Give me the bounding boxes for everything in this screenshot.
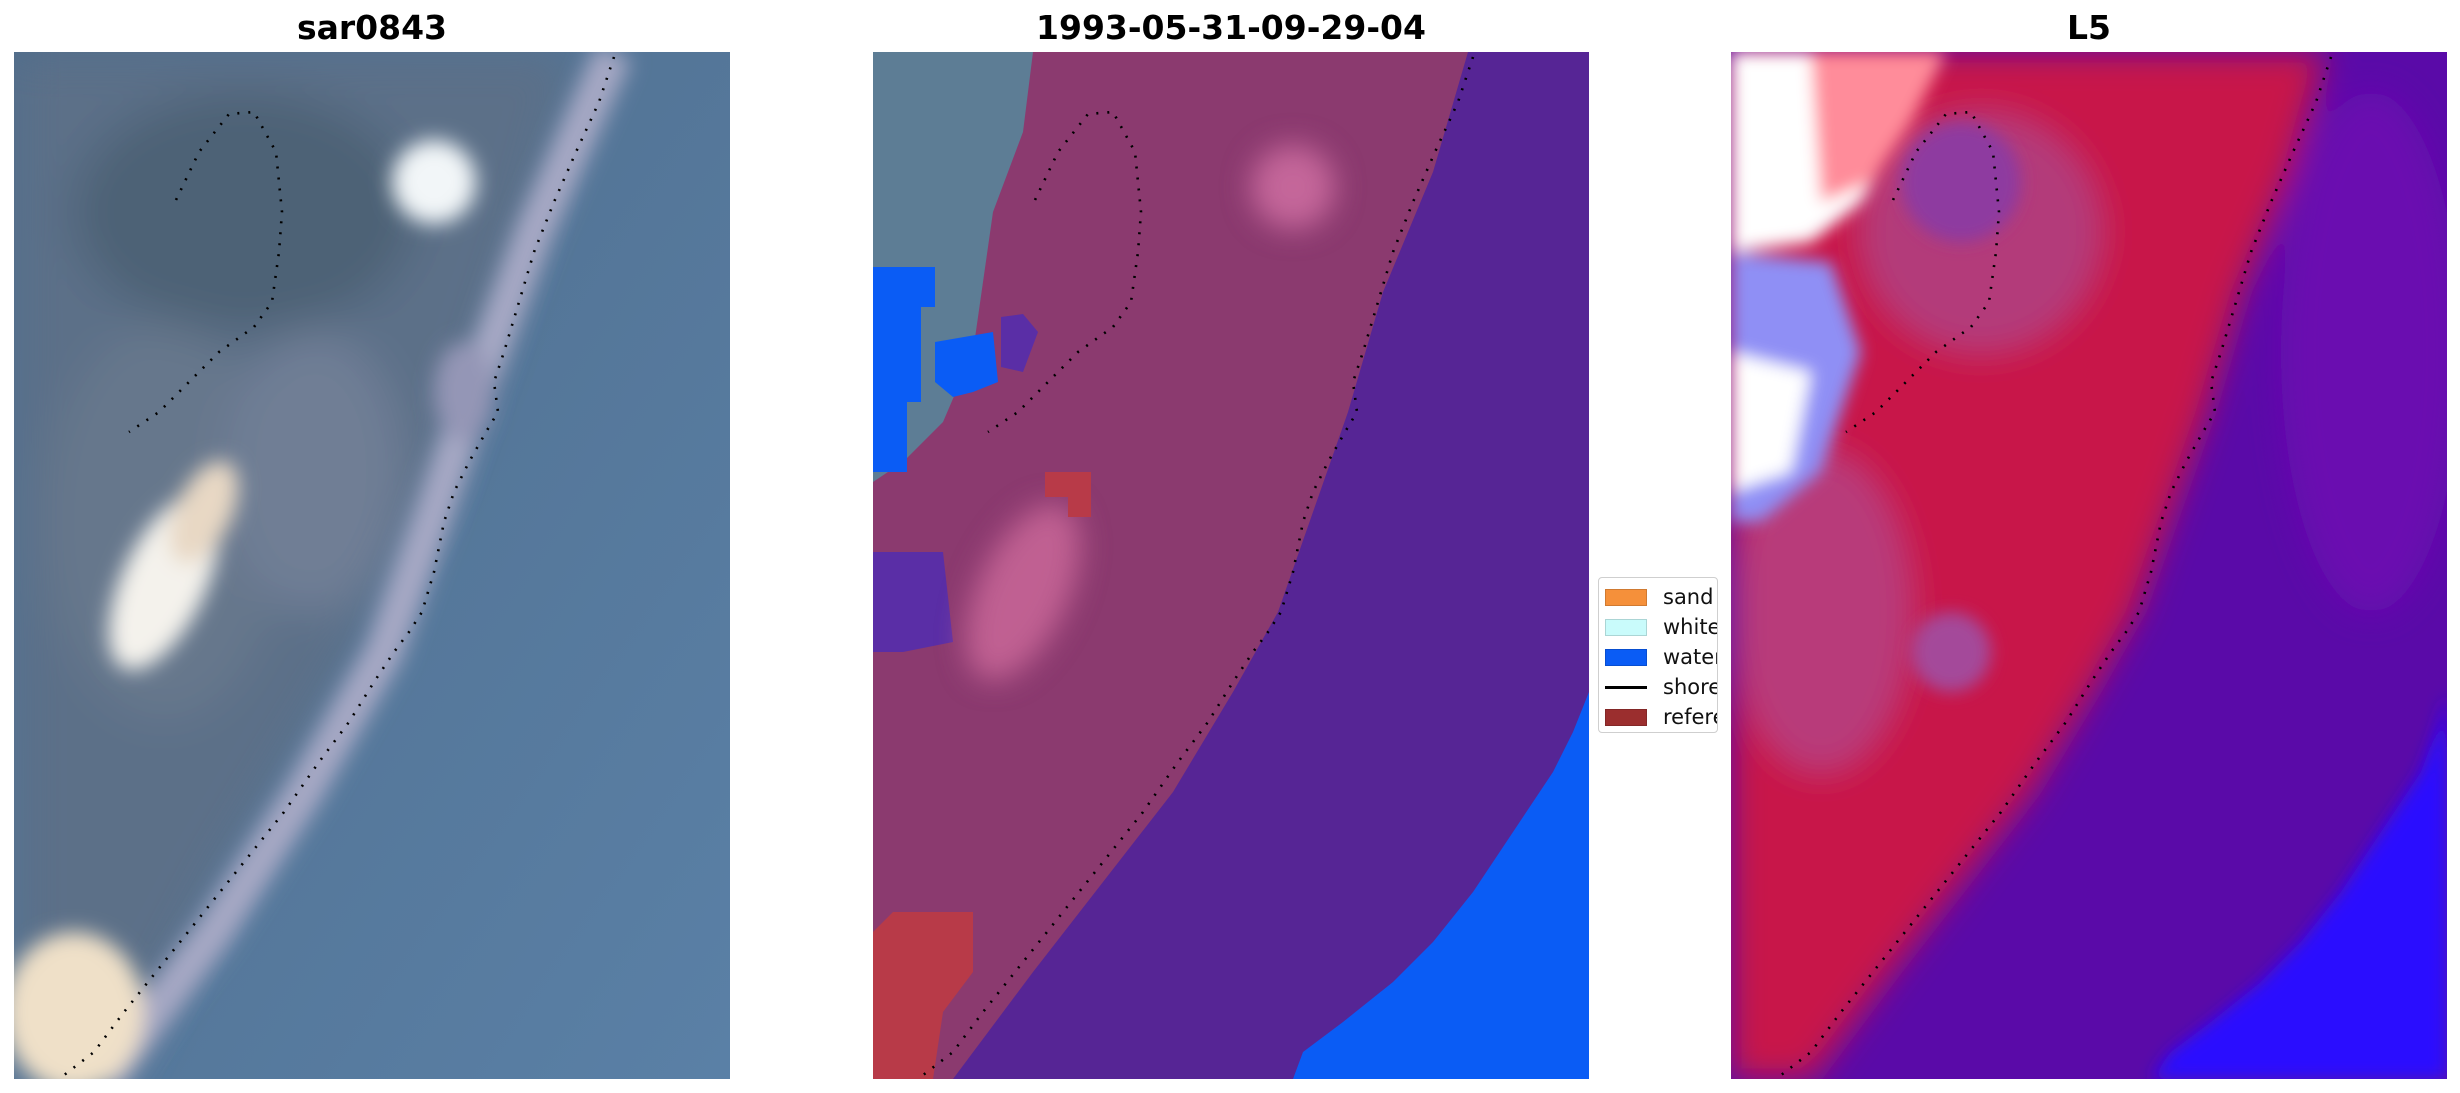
panel-title-classified: 1993-05-31-09-29-04 bbox=[1036, 8, 1426, 47]
legend-swatch-reference bbox=[1605, 708, 1647, 726]
classified-image-panel bbox=[873, 52, 1589, 1079]
legend-item-sand: sand bbox=[1599, 582, 1717, 612]
legend-item-water: water bbox=[1599, 642, 1717, 672]
legend-swatch-sand bbox=[1605, 588, 1647, 606]
legend-swatch-water bbox=[1605, 648, 1647, 666]
legend-swatch-shoreline bbox=[1605, 685, 1647, 689]
legend-swatch-whitewater bbox=[1605, 618, 1647, 636]
legend-item-reference: reference bbox=[1599, 702, 1717, 732]
legend-label-shoreline: shoreline bbox=[1663, 675, 1717, 699]
legend-label-reference: reference bbox=[1663, 705, 1717, 729]
legend-label-water: water bbox=[1663, 645, 1718, 669]
legend-item-shoreline: shoreline bbox=[1599, 672, 1717, 702]
panel-title-rgb: sar0843 bbox=[296, 8, 448, 47]
l5-image-panel bbox=[1731, 52, 2447, 1079]
rgb-image-panel bbox=[14, 52, 730, 1079]
legend-label-sand: sand bbox=[1663, 585, 1714, 609]
panel-title-l5: L5 bbox=[2067, 8, 2111, 47]
